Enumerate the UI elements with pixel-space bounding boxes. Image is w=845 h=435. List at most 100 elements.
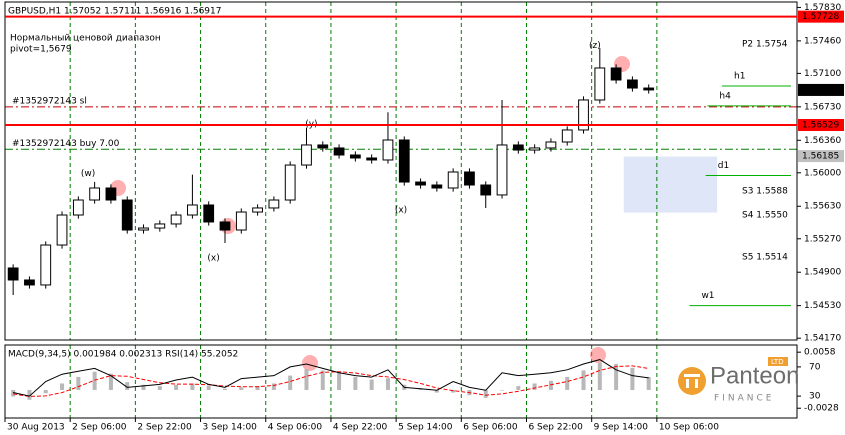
y-tick-label: 1.54900 xyxy=(804,268,841,278)
x-tick-label: 2 Sep 06:00 xyxy=(72,423,127,433)
candle-body xyxy=(138,227,149,231)
logo-icon-part xyxy=(686,379,689,388)
x-tick-label: 3 Sep 14:00 xyxy=(203,423,258,433)
histogram-bar xyxy=(320,370,325,390)
candle-body xyxy=(40,244,52,286)
histogram-bar xyxy=(434,389,439,393)
histogram-bar xyxy=(548,380,553,390)
logo-name: Panteon xyxy=(710,362,799,389)
candle-body xyxy=(72,199,84,216)
range-zone xyxy=(623,156,718,213)
pivot-level-label: S3 1.5588 xyxy=(742,187,788,197)
candle-body xyxy=(252,207,263,213)
histogram-bar xyxy=(532,383,537,390)
candle-body xyxy=(203,204,215,223)
price-label-bg xyxy=(798,118,844,131)
price-label: 1.57728 xyxy=(802,12,839,22)
pivot-label: pivot=1,5679 xyxy=(10,45,72,55)
candle-body xyxy=(268,199,280,209)
histogram-bar xyxy=(516,386,521,390)
x-tick-label: 9 Sep 14:00 xyxy=(594,423,649,433)
candle-body xyxy=(284,164,296,201)
x-tick-label: 10 Sep 06:00 xyxy=(659,423,719,433)
price-label: 1.56185 xyxy=(802,152,839,162)
y-tick-label: 1.57460 xyxy=(804,36,841,46)
candle-body xyxy=(317,144,329,149)
order-label: #1352972143 buy 7.00 xyxy=(12,139,120,149)
histogram-bar xyxy=(174,384,179,390)
y-tick-label: 0.0058 xyxy=(804,348,836,358)
histogram-bar xyxy=(255,386,260,390)
plot-layer xyxy=(4,2,797,418)
wave-label: (w) xyxy=(81,169,95,179)
histogram-bar xyxy=(11,389,16,397)
candle-body xyxy=(235,211,247,231)
level-label: w1 xyxy=(701,291,714,301)
histogram-bar xyxy=(646,376,651,390)
level-label: d1 xyxy=(718,161,729,171)
histogram-bar xyxy=(108,373,113,390)
candle-body xyxy=(398,139,410,183)
price-label-bg xyxy=(798,83,844,96)
histogram-bar xyxy=(125,382,130,390)
histogram-bar xyxy=(76,376,81,390)
histogram-bar xyxy=(565,376,570,390)
candle-body xyxy=(578,99,589,131)
main-frame xyxy=(4,1,798,341)
candle-body xyxy=(545,141,557,149)
pivot-level-label: S5 1.5514 xyxy=(742,253,788,263)
candle-body xyxy=(496,144,508,196)
histogram-bar xyxy=(483,389,488,398)
candle-body xyxy=(594,67,606,101)
histogram-bar xyxy=(614,363,619,390)
x-tick-label: 30 Aug 2013 xyxy=(7,423,65,433)
histogram-bar xyxy=(369,379,374,390)
y-tick-label: 1.55630 xyxy=(804,202,841,212)
candle-body xyxy=(333,147,345,156)
level-label: h4 xyxy=(719,91,731,101)
candle-body xyxy=(366,157,378,161)
histogram-bar xyxy=(581,370,586,390)
y-tick-label: 1.56360 xyxy=(804,136,841,146)
candle-body xyxy=(480,184,492,196)
candle-body xyxy=(643,87,655,91)
histogram-bar xyxy=(597,362,602,390)
signal-line xyxy=(13,365,649,397)
y-tick-label: 1.55270 xyxy=(804,234,841,244)
histogram-bar xyxy=(418,388,423,390)
logo-icon-part xyxy=(684,374,700,377)
logo-icon xyxy=(678,367,706,395)
histogram-bar xyxy=(141,384,146,390)
wave-label: (z) xyxy=(589,41,601,51)
candle-body xyxy=(121,199,133,231)
candle-body xyxy=(349,154,361,159)
candle-body xyxy=(187,204,198,216)
wave-label: (x) xyxy=(207,253,219,263)
x-tick-label: 2 Sep 22:00 xyxy=(137,423,192,433)
candle-body xyxy=(529,147,541,151)
histogram-bar xyxy=(288,375,293,390)
histogram-bar xyxy=(304,369,309,390)
histogram-bar xyxy=(92,371,97,390)
candle-body xyxy=(447,171,459,189)
highlight xyxy=(590,347,606,363)
candle-body xyxy=(56,214,68,246)
candle-body xyxy=(627,79,638,89)
candle-body xyxy=(382,139,394,161)
wave-label: (x) xyxy=(395,205,407,215)
price-label: 1.56917 xyxy=(802,85,839,95)
y2-tick-label: 70 xyxy=(809,362,821,372)
histogram-bar xyxy=(223,388,227,390)
candle-body xyxy=(301,144,312,166)
candle-body xyxy=(431,184,443,189)
highlight xyxy=(302,355,318,371)
y2-tick-label: 30 xyxy=(809,392,821,402)
y-tick-label: 1.54170 xyxy=(804,334,841,344)
indicator-name: Нормальный ценовой диапазон xyxy=(10,34,161,44)
candle-body xyxy=(24,279,35,286)
candle-body xyxy=(464,171,475,186)
histogram-bar xyxy=(206,386,211,390)
candle-body xyxy=(170,214,182,225)
